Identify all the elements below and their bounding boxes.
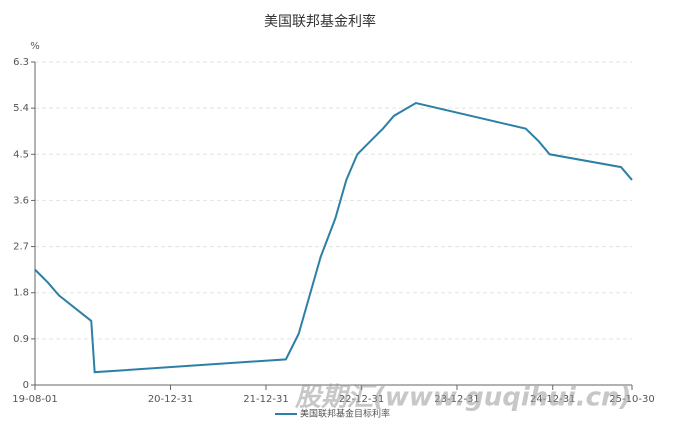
- y-tick-label: 4.5: [13, 149, 29, 160]
- y-unit: %: [30, 41, 40, 52]
- x-tick-label: 21-12-31: [243, 394, 288, 405]
- y-tick-label: 0: [23, 380, 29, 391]
- x-tick-label: 20-12-31: [148, 394, 193, 405]
- y-tick-label: 5.4: [13, 103, 29, 114]
- x-tick-label: 19-08-01: [12, 394, 57, 405]
- legend-label: 美国联邦基金目标利率: [300, 408, 390, 420]
- x-tick-label: 23-12-31: [434, 394, 479, 405]
- chart-title: 美国联邦基金利率: [264, 13, 376, 30]
- series-line: [34, 101, 633, 374]
- y-tick-label: 1.8: [13, 288, 29, 299]
- y-tick-label: 2.7: [13, 242, 29, 253]
- watermark: 股期汇(www.guqihui.cn): [294, 383, 631, 413]
- x-tick-label: 25-10-30: [609, 394, 654, 405]
- x-tick-label: 24-12-31: [530, 394, 575, 405]
- y-tick-label: 6.3: [13, 57, 29, 68]
- x-tick-label: 22-12-31: [339, 394, 384, 405]
- y-tick-label: 0.9: [13, 334, 29, 345]
- y-tick-label: 3.6: [13, 195, 29, 206]
